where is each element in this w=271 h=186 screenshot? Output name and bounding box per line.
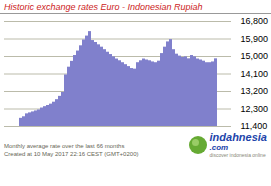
svg-text:15,000: 15,000 <box>241 51 269 61</box>
svg-text:11,400: 11,400 <box>241 121 268 131</box>
html-text:Monthly average rate over the: Monthly average rate over the last 66 mo… <box>4 143 125 149</box>
svg-text:12,300: 12,300 <box>241 104 269 114</box>
html-text:indahnesia: indahnesia <box>209 131 267 143</box>
svg-text:14,100: 14,100 <box>241 69 269 79</box>
html-text:discover indonesia online: discover indonesia online <box>209 152 266 158</box>
svg-text:16,800: 16,800 <box>241 16 269 26</box>
svg-text:15,900: 15,900 <box>241 34 269 44</box>
html-text:Historic exchange rates Euro -: Historic exchange rates Euro - Indonesia… <box>4 2 203 12</box>
svg-text:13,200: 13,200 <box>241 86 269 96</box>
html-text:.com: .com <box>209 143 229 152</box>
html-text:Created at 10 May 2017 22:16 C: Created at 10 May 2017 22:16 CEST (GMT+0… <box>4 151 139 157</box>
